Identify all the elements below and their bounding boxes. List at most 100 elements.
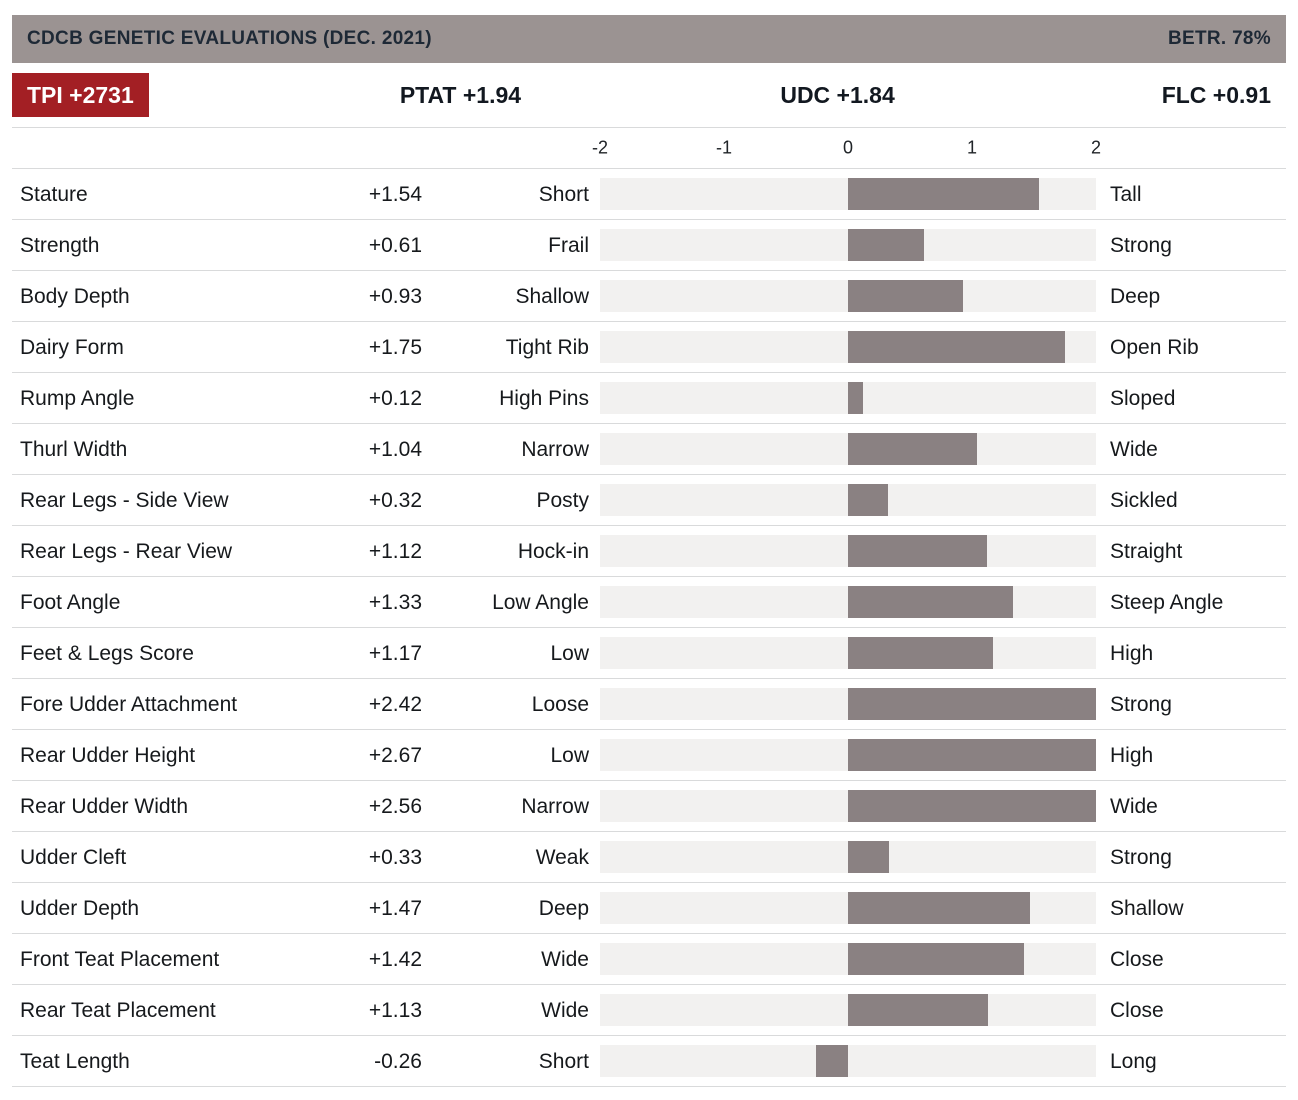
trait-bar [848, 892, 1031, 924]
trait-row: Front Teat Placement +1.42 Wide Close [12, 933, 1286, 984]
high-descriptor: Strong [1110, 692, 1172, 716]
trait-value: -0.26 [374, 1049, 422, 1073]
trait-value: +0.32 [368, 488, 422, 512]
high-descriptor: High [1110, 641, 1154, 665]
trait-bar-track [600, 841, 1096, 873]
axis-tick-label: -2 [591, 137, 609, 158]
trait-name: Front Teat Placement [20, 947, 220, 971]
trait-bar-track [600, 1045, 1096, 1077]
trait-bar-track [600, 229, 1096, 261]
trait-row: Rear Legs - Side View +0.32 Posty Sickle… [12, 474, 1286, 525]
trait-value: +1.33 [368, 590, 422, 614]
low-descriptor: Wide [541, 947, 589, 971]
trait-name: Rear Udder Width [20, 794, 189, 818]
trait-bar-track [600, 739, 1096, 771]
trait-row: Rear Teat Placement +1.13 Wide Close [12, 984, 1286, 1035]
low-descriptor: Narrow [521, 794, 589, 818]
trait-bar [848, 433, 977, 465]
trait-name: Feet & Legs Score [20, 641, 194, 665]
trait-table: Stature +1.54 Short Tall Strength +0.61 … [12, 168, 1286, 1087]
trait-row: Body Depth +0.93 Shallow Deep [12, 270, 1286, 321]
trait-value: +1.75 [368, 335, 422, 359]
high-descriptor: Sickled [1110, 488, 1178, 512]
high-descriptor: High [1110, 743, 1154, 767]
trait-bar-track [600, 178, 1096, 210]
high-descriptor: Wide [1110, 794, 1158, 818]
axis-tick-label: 0 [842, 137, 854, 158]
trait-value: +2.67 [368, 743, 422, 767]
low-descriptor: Deep [538, 896, 589, 920]
high-descriptor: Steep Angle [1110, 590, 1224, 614]
trait-row: Rear Udder Width +2.56 Narrow Wide [12, 780, 1286, 831]
trait-bar-track [600, 637, 1096, 669]
report-header-bar: CDCB GENETIC EVALUATIONS (DEC. 2021) BET… [12, 15, 1286, 63]
trait-row: Dairy Form +1.75 Tight Rib Open Rib [12, 321, 1286, 372]
trait-value: +1.13 [368, 998, 422, 1022]
trait-row: Strength +0.61 Frail Strong [12, 219, 1286, 270]
trait-name: Rear Legs - Side View [20, 488, 229, 512]
trait-bar-track [600, 892, 1096, 924]
trait-value: +1.12 [368, 539, 422, 563]
low-descriptor: Low [550, 743, 589, 767]
trait-bar [848, 382, 863, 414]
axis-tick-label: 1 [966, 137, 978, 158]
trait-bar-track [600, 484, 1096, 516]
trait-bar [815, 1045, 848, 1077]
low-descriptor: Frail [548, 233, 589, 257]
reliability-value: BETR. 78% [1167, 28, 1271, 49]
trait-bar [848, 178, 1039, 210]
trait-bar-track [600, 994, 1096, 1026]
trait-row: Rear Udder Height +2.67 Low High [12, 729, 1286, 780]
low-descriptor: Tight Rib [505, 335, 589, 359]
trait-bar-track [600, 535, 1096, 567]
flc-value: FLC +0.91 [1161, 81, 1271, 108]
trait-bar [848, 280, 964, 312]
low-descriptor: Low [550, 641, 589, 665]
trait-row: Thurl Width +1.04 Narrow Wide [12, 423, 1286, 474]
trait-name: Strength [20, 233, 100, 257]
high-descriptor: Open Rib [1110, 335, 1199, 359]
trait-bar [848, 739, 1096, 771]
low-descriptor: Narrow [521, 437, 589, 461]
trait-name: Rear Teat Placement [20, 998, 216, 1022]
axis-tick-scale: -2 -1 0 1 2 [592, 128, 1101, 168]
trait-bar [848, 841, 889, 873]
trait-name: Fore Udder Attachment [20, 692, 238, 716]
trait-value: +2.42 [368, 692, 422, 716]
trait-value: +2.56 [368, 794, 422, 818]
trait-value: +0.12 [368, 386, 422, 410]
ptat-value: PTAT +1.94 [399, 81, 522, 108]
trait-value: +1.42 [368, 947, 422, 971]
trait-name: Thurl Width [20, 437, 128, 461]
high-descriptor: Straight [1110, 539, 1183, 563]
axis-row: -2 -1 0 1 2 [12, 127, 1286, 168]
trait-name: Rump Angle [20, 386, 135, 410]
trait-name: Teat Length [20, 1049, 130, 1073]
trait-value: +1.17 [368, 641, 422, 665]
trait-bar-track [600, 943, 1096, 975]
trait-row: Rear Legs - Rear View +1.12 Hock-in Stra… [12, 525, 1286, 576]
trait-name: Body Depth [20, 284, 130, 308]
report-title: CDCB GENETIC EVALUATIONS (DEC. 2021) [27, 28, 432, 49]
trait-row: Rump Angle +0.12 High Pins Sloped [12, 372, 1286, 423]
trait-bar [848, 229, 924, 261]
trait-value: +0.93 [368, 284, 422, 308]
trait-bar [848, 331, 1065, 363]
trait-name: Rear Legs - Rear View [20, 539, 233, 563]
axis-tick-label: 2 [1090, 137, 1102, 158]
low-descriptor: Posty [536, 488, 589, 512]
trait-bar-track [600, 331, 1096, 363]
trait-bar-track [600, 433, 1096, 465]
axis-tick-label: -1 [715, 137, 733, 158]
trait-bar [848, 688, 1096, 720]
high-descriptor: Tall [1110, 182, 1142, 206]
high-descriptor: Shallow [1110, 896, 1184, 920]
trait-row: Stature +1.54 Short Tall [12, 168, 1286, 219]
low-descriptor: High Pins [499, 386, 589, 410]
low-descriptor: Hock-in [517, 539, 589, 563]
trait-bar-track [600, 688, 1096, 720]
low-descriptor: Loose [531, 692, 589, 716]
trait-row: Foot Angle +1.33 Low Angle Steep Angle [12, 576, 1286, 627]
trait-name: Udder Cleft [20, 845, 127, 869]
